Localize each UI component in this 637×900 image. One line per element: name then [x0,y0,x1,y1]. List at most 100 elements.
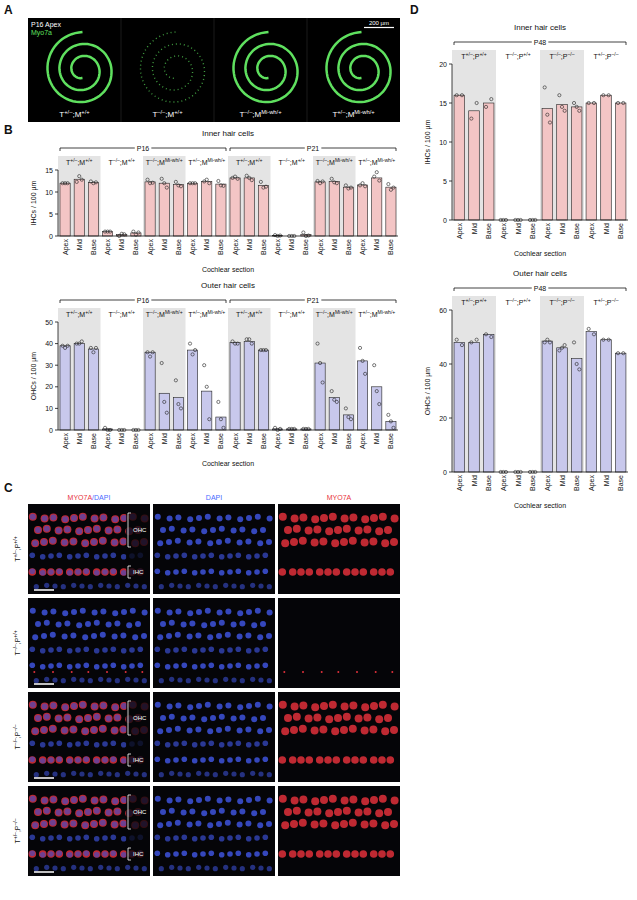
hair-cell [61,821,69,829]
superscript: +/+ [128,309,135,315]
nucleus [267,610,273,616]
nucleus [255,608,261,614]
hair-cell [369,819,377,827]
x-tick-label: Mid [515,475,522,486]
data-point [165,411,168,414]
nucleus [61,866,66,871]
cochlea-image [141,32,205,102]
nucleus [48,553,54,559]
data-point [578,368,581,371]
nucleus [76,622,82,628]
bar [601,95,612,220]
nucleus [177,677,182,682]
data-point [344,407,347,410]
bar [230,343,240,430]
nucleus [263,757,269,763]
nucleus [207,822,213,828]
nucleus [266,821,272,827]
nucleus [71,703,77,709]
nucleus [192,742,198,748]
nucleus [204,771,209,776]
nucleus [111,757,117,763]
superscript: +/+ [174,109,183,115]
nucleus [88,866,93,871]
nucleus [236,757,242,763]
x-axis [58,236,398,237]
nucleus [165,836,171,842]
nucleus [44,865,49,870]
data-point [575,362,578,365]
text-part: ;M [327,159,335,166]
superscript: –/– [12,818,18,825]
nucleus [44,620,50,626]
nucleus [111,647,117,653]
hair-cell [360,568,368,576]
hair-cell [387,756,395,764]
nucleus [181,528,187,534]
chart-title: Inner hair cells [202,129,254,138]
nucleus [267,866,272,871]
hair-cell [340,726,348,734]
nucleus [155,796,161,802]
data-point [264,185,267,188]
nucleus [236,663,242,669]
bar [372,178,382,236]
bar [315,182,325,236]
y-tick-label: 30 [45,362,53,369]
nucleus [254,663,260,669]
bar [187,183,197,236]
hair-cell [290,726,298,734]
bar [230,178,240,236]
residual-signal [321,671,323,673]
hair-cell [79,795,87,803]
nucleus [133,583,138,588]
nucleus [255,796,261,802]
nucleus [111,663,117,669]
text-part: ;M [72,110,81,119]
data-point [543,341,546,344]
nucleus [85,715,91,721]
hair-cell [99,795,107,803]
x-tick-label: Apex [588,223,596,239]
nucleus [159,866,164,871]
hair-cell [49,819,57,827]
nucleus [75,569,81,575]
genotype-label: T+/–;MMi-wh/+ [332,109,375,119]
hair-cell [311,515,319,523]
nucleus [91,727,97,733]
genotype-label: T–/–;P+/+ [505,297,530,306]
nucleus [159,584,164,589]
superscript: Mi-wh/+ [165,157,183,163]
nucleus [186,678,191,683]
image-ground [28,18,400,122]
data-point [321,180,324,183]
nucleus [111,835,117,841]
nucleus [258,865,263,870]
nucleus [67,648,73,654]
nucleus [91,539,97,545]
nucleus [106,865,111,870]
data-point [179,185,182,188]
nucleus [210,527,216,533]
hair-cell [313,713,321,721]
nucleus [121,609,127,615]
text-part: MYO7A [68,494,93,501]
nucleus [91,633,97,639]
hair-cell [75,527,83,535]
hair-cell [297,756,305,764]
y-tick-label: 10 [45,405,53,412]
hair-cell [56,568,64,576]
hair-cell [29,795,37,803]
x-tick-label: Base [217,239,224,255]
row-label: T–/–;P+/+ [12,630,21,655]
hair-cell [390,538,398,546]
x-tick-label: Base [529,223,536,239]
nucleus [106,622,112,628]
data-point [602,94,605,97]
hair-cell [329,795,337,803]
hair-cell [90,538,98,546]
data-point [616,352,619,355]
nucleus [231,810,237,816]
nucleus [209,835,215,841]
text-part: ;M [157,311,165,318]
